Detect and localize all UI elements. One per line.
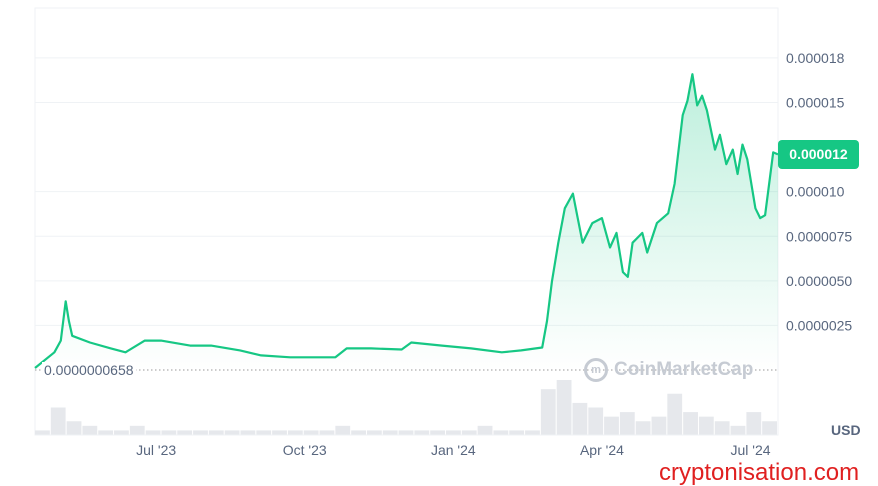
price-line: [34, 73, 779, 369]
cmc-logo-icon: m: [584, 358, 608, 382]
volume-bar: [509, 430, 525, 435]
y-tick-label: 0.000010: [786, 184, 845, 200]
x-tick-label: Jul '23: [136, 442, 176, 458]
volume-bar: [145, 430, 161, 435]
volume-bar: [82, 425, 98, 435]
volume-bar: [698, 416, 714, 435]
volume-bar: [477, 425, 493, 435]
volume-bar: [319, 430, 335, 435]
volume-bar: [129, 425, 145, 435]
volume-bar: [714, 421, 730, 435]
current-price-badge: 0.000012: [778, 140, 859, 170]
volume-bar: [193, 430, 208, 435]
volume-bar: [461, 430, 477, 435]
volume-bar: [66, 421, 82, 435]
volume-bar: [240, 430, 256, 435]
volume-bar: [398, 430, 414, 435]
volume-bar: [667, 393, 683, 435]
volume-bar: [224, 430, 240, 435]
volume-bar: [351, 430, 366, 435]
volume-bar: [382, 430, 398, 435]
x-tick-label: Apr '24: [580, 442, 624, 458]
volume-bar: [208, 430, 224, 435]
y-tick-label: 0.000018: [786, 50, 845, 66]
site-watermark: cryptonisation.com: [659, 459, 860, 486]
volume-bar: [335, 425, 351, 435]
volume-bar: [493, 430, 509, 435]
volume-bar: [683, 412, 698, 435]
volume-bar: [50, 407, 66, 435]
volume-bar: [635, 421, 651, 435]
volume-bar: [287, 430, 303, 435]
price-area: [35, 74, 778, 370]
volume-bar: [540, 389, 556, 435]
volume-bar: [256, 430, 272, 435]
y-tick-label: 0.0000025: [786, 317, 852, 333]
coinmarketcap-watermark: m CoinMarketCap: [584, 358, 753, 382]
min-price-label: 0.0000000658: [42, 362, 136, 378]
volume-bar: [619, 412, 635, 435]
volume-bar: [651, 416, 667, 435]
y-tick-label: 0.0000050: [786, 273, 852, 289]
currency-label: USD: [831, 422, 861, 438]
x-tick-label: Jan '24: [431, 442, 476, 458]
volume-bar: [161, 430, 177, 435]
volume-bar: [730, 425, 746, 435]
y-tick-label: 0.0000075: [786, 228, 852, 244]
volume-bar: [588, 407, 604, 435]
volume-bar: [762, 421, 777, 435]
volume-bar: [98, 430, 114, 435]
y-tick-label: 0.000015: [786, 95, 845, 111]
volume-bar: [114, 430, 129, 435]
volume-bar: [556, 380, 572, 435]
volume-bar: [604, 416, 619, 435]
volume-bar: [572, 402, 588, 435]
volume-bar: [746, 412, 762, 435]
volume-bar: [303, 430, 319, 435]
x-tick-label: Jul '24: [731, 442, 771, 458]
volume-bar: [446, 430, 461, 435]
volume-bar: [525, 430, 540, 435]
x-tick-label: Oct '23: [283, 442, 327, 458]
volume-bar: [366, 430, 382, 435]
volume-bar: [430, 430, 446, 435]
volume-bar: [35, 430, 50, 435]
volume-bar: [272, 430, 287, 435]
volume-bar: [414, 430, 430, 435]
volume-bar: [177, 430, 193, 435]
